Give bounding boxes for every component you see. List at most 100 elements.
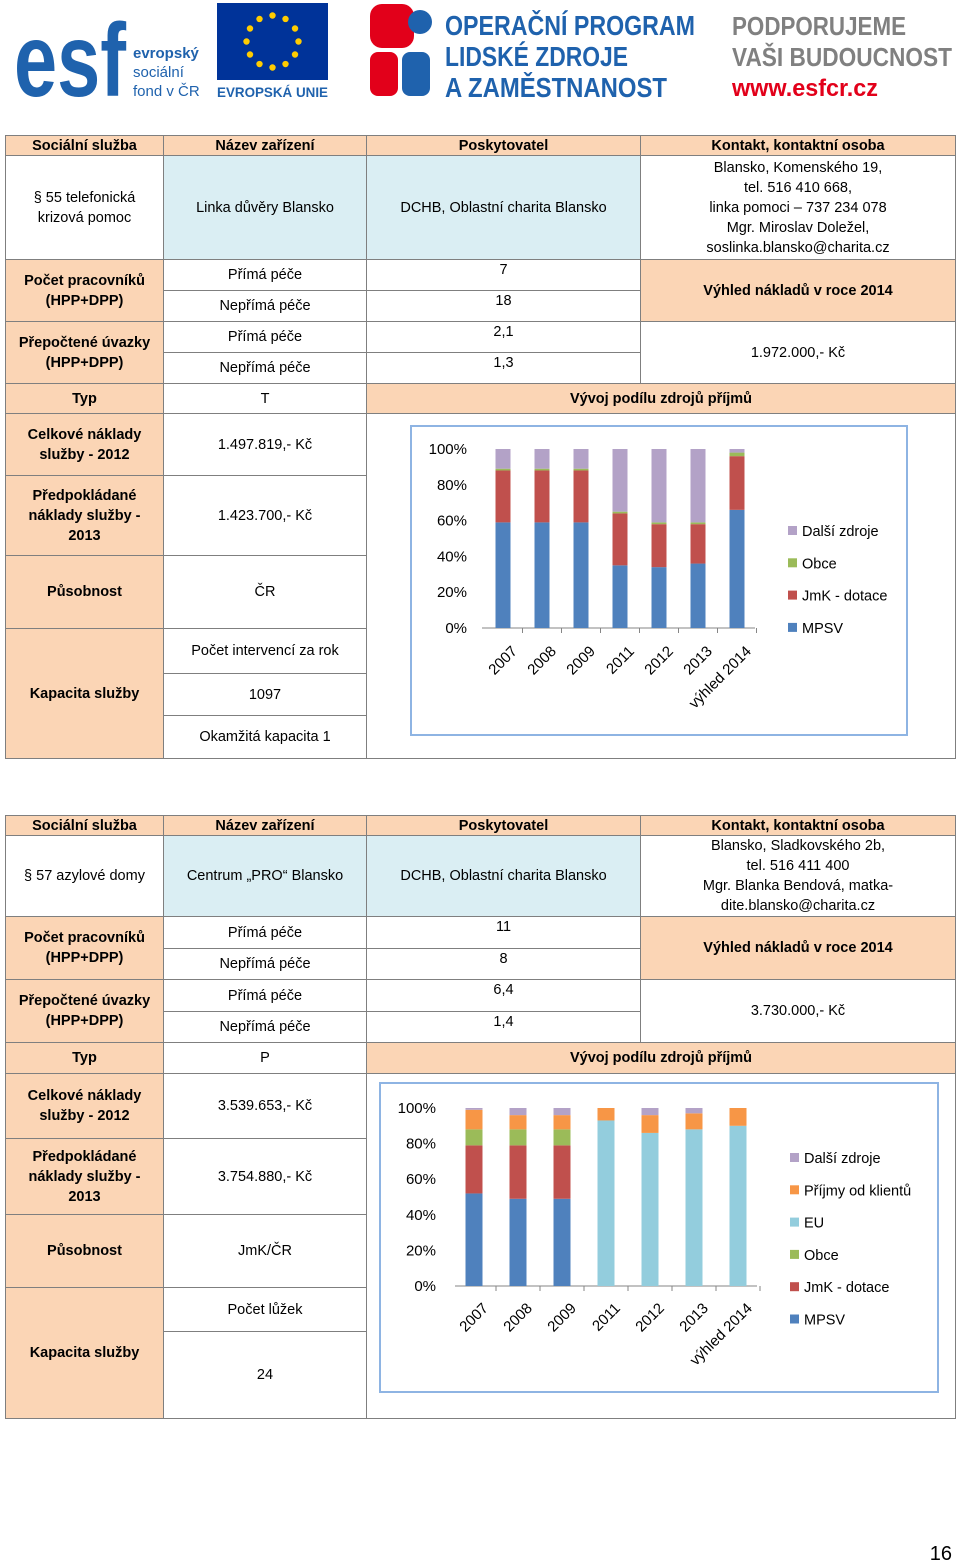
- table-cell: Vývoj podílu zdrojů příjmů: [366, 383, 956, 414]
- cell-text: Počet lůžek: [227, 1301, 303, 1318]
- cell-text: Přepočtené úvazky (HPP+DPP): [18, 334, 151, 371]
- esf-logo: [10, 0, 210, 102]
- eu-star: [291, 51, 299, 58]
- bar-segment: [685, 1113, 703, 1130]
- eu-star: [246, 25, 254, 32]
- cell-text: Kapacita služby: [29, 1345, 140, 1361]
- cell-text: Působnost: [47, 1243, 122, 1259]
- bar-segment: [612, 513, 628, 566]
- bar-segment: [597, 1120, 615, 1286]
- cell-text: 18: [495, 293, 512, 309]
- legend-swatch: [790, 1185, 799, 1195]
- cell-text: 1.972.000,- Kč: [750, 344, 846, 361]
- table-cell: § 55 telefonická krizová pomoc: [5, 155, 164, 260]
- cell-text: Výhled nákladů v roce 2014: [703, 940, 893, 956]
- bar-segment: [685, 1108, 703, 1114]
- y-tick-label: 0%: [414, 1278, 436, 1295]
- bar-segment: [651, 449, 667, 523]
- cell-text: JmK/ČR: [238, 1243, 292, 1259]
- cell-text: Poskytovatel: [458, 137, 549, 154]
- esf-text: fond v ČR: [133, 83, 200, 100]
- legend-label: JmK - dotace: [804, 1280, 889, 1296]
- table-cell: Poskytovatel: [366, 135, 641, 156]
- cell-text: Název zařízení: [215, 137, 315, 154]
- cell-text: T: [260, 390, 270, 407]
- op-text: OPERAČNÍ PROGRAM: [445, 9, 695, 41]
- table-cell: 6,4: [366, 979, 641, 1012]
- legend-label: JmK - dotace: [802, 589, 887, 605]
- cell-text: Název zařízení: [215, 817, 315, 834]
- eu-star: [282, 15, 289, 23]
- bar-segment: [729, 452, 745, 457]
- bar-segment: [534, 470, 550, 523]
- cell-text: Počet pracovníků (HPP+DPP): [24, 272, 145, 309]
- bar-segment: [573, 468, 589, 471]
- legend-label: MPSV: [802, 621, 843, 637]
- legend-label: Obce: [804, 1248, 839, 1264]
- page-number: 16: [930, 1543, 952, 1563]
- y-tick-label: 20%: [437, 584, 467, 601]
- table-cell: DCHB, Oblastní charita Blansko: [366, 835, 641, 917]
- cell-text: 24: [256, 1367, 274, 1383]
- table-cell: 1097: [163, 673, 367, 716]
- cell-text: Přímá péče: [227, 329, 303, 345]
- table-cell: Přepočtené úvazky (HPP+DPP): [5, 979, 164, 1043]
- op-icon: [370, 52, 398, 96]
- bar-segment: [465, 1108, 483, 1110]
- cell-text: Nepřímá péče: [219, 956, 311, 972]
- cell-text: Nepřímá péče: [219, 1019, 311, 1035]
- cell-text: Centrum „PRO“ Blansko: [186, 868, 344, 884]
- bar-segment: [597, 1108, 615, 1121]
- cell-text: 2,1: [493, 324, 514, 340]
- cell-text: Mgr. Miroslav Doležel,: [726, 219, 870, 236]
- table-cell: Poskytovatel: [366, 815, 641, 836]
- bar-segment: [465, 1109, 483, 1130]
- cell-text: 3.539.653,- Kč: [217, 1098, 313, 1114]
- table-cell: 1.972.000,- Kč: [640, 321, 956, 384]
- cell-text: Kontakt, kontaktní osoba: [711, 817, 885, 834]
- bar-segment: [509, 1129, 527, 1146]
- legend-label: Příjmy od klientů: [804, 1183, 911, 1199]
- cell-text: Nepřímá péče: [219, 298, 311, 314]
- bar-segment: [495, 449, 511, 469]
- bar-segment: [651, 522, 667, 525]
- bar-segment: [729, 1108, 747, 1126]
- cell-text: Okamžitá kapacita 1: [199, 729, 331, 745]
- esf-text: sociální: [133, 64, 185, 81]
- bar-segment: [534, 449, 550, 469]
- table-cell: ČR: [163, 555, 367, 629]
- legend-label: Další zdroje: [802, 524, 879, 540]
- table-cell: Kontakt, kontaktní osoba: [640, 815, 956, 836]
- legend-swatch: [788, 526, 797, 535]
- bar-segment: [729, 456, 745, 510]
- cell-text: Přepočtené úvazky (HPP+DPP): [18, 993, 151, 1029]
- table-cell: Celkové náklady služby - 2012: [5, 413, 164, 476]
- cell-text: Výhled nákladů v roce 2014: [703, 282, 893, 299]
- op-text: LIDSKÉ ZDROJE: [445, 41, 628, 72]
- bar-segment: [729, 509, 745, 628]
- bar-segment: [553, 1115, 571, 1130]
- cell-text: 6,4: [493, 982, 514, 998]
- cell-text: Nepřímá péče: [219, 360, 311, 376]
- cell-text: dite.blansko@charita.cz: [720, 898, 876, 914]
- eu-star: [256, 15, 263, 23]
- y-tick-label: 80%: [437, 477, 467, 494]
- table-cell: Přímá péče: [163, 979, 367, 1012]
- table-cell: Vývoj podílu zdrojů příjmů: [366, 1042, 956, 1074]
- bar-segment: [641, 1108, 659, 1116]
- table-cell: Okamžitá kapacita 1: [163, 715, 367, 759]
- table-cell: JmK/ČR: [163, 1214, 367, 1288]
- cell-text: linka pomoci – 737 234 078: [709, 199, 887, 216]
- slogan: PODPORUJEME: [732, 11, 906, 41]
- legend-label: MPSV: [804, 1313, 845, 1329]
- table-cell: 3.539.653,- Kč: [163, 1073, 367, 1139]
- bar-segment: [534, 522, 550, 628]
- table-cell: Nepřímá péče: [163, 352, 367, 384]
- table-cell: Kapacita služby: [5, 628, 164, 759]
- bar-segment: [573, 522, 589, 628]
- legend-label: EU: [804, 1216, 824, 1232]
- table-cell: Výhled nákladů v roce 2014: [640, 259, 956, 322]
- cell-text: Předpokládané náklady služby - 2013: [28, 487, 141, 544]
